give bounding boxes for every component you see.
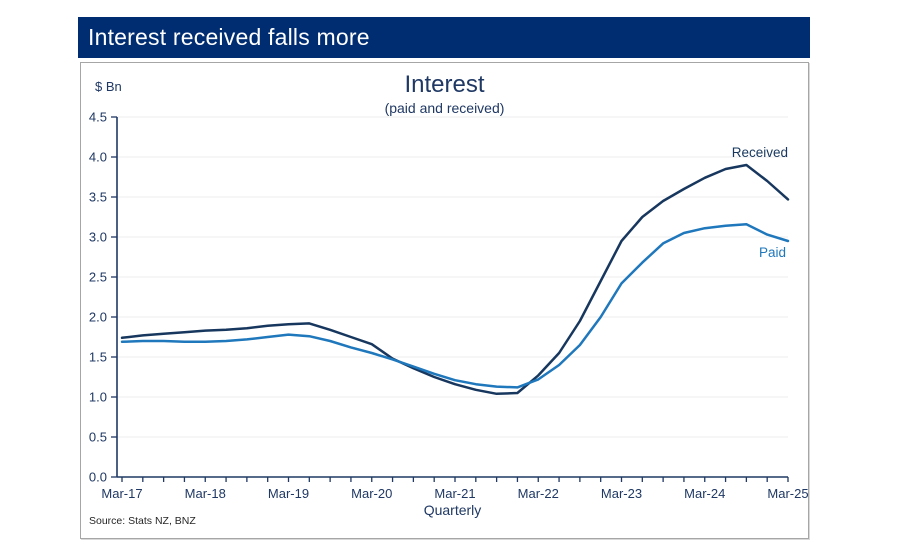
chart-card: 0.0 0.5 1.0 1.5 2.0 2.5 3.0 3.5 4.0 4.5 Mar-17 Mar-… [80, 62, 809, 539]
y-tick-label: 2.0 [89, 310, 107, 325]
interest-chart: 0.0 0.5 1.0 1.5 2.0 2.5 3.0 3.5 4.0 4.5 Mar-17 Mar-… [89, 110, 809, 502]
x-axis-title: Quarterly [423, 502, 482, 518]
x-tick-label: Mar-25 [767, 486, 808, 501]
y-tick-label: 1.0 [89, 390, 107, 405]
header-bar: Interest received falls more [78, 17, 810, 58]
paid-line [120, 222, 790, 389]
chart-subtitle: (paid and received) [384, 100, 505, 116]
y-axis-unit-label: $ Bn [95, 79, 122, 94]
y-tick-label: 3.5 [89, 190, 107, 205]
y-tick-label: 0.5 [89, 430, 107, 445]
chart-title: Interest [404, 71, 485, 98]
y-tick-label: 0.0 [89, 470, 107, 485]
x-tick-label: Mar-19 [268, 486, 309, 501]
paid-series-label: Paid [759, 245, 786, 260]
received-line [120, 163, 790, 396]
x-tick-label: Mar-18 [185, 486, 226, 501]
source-note: Source: Stats NZ, BNZ [89, 515, 196, 527]
x-tick-label: Mar-20 [351, 486, 392, 501]
received-series-label: Received [732, 145, 788, 160]
y-tick-label: 1.5 [89, 350, 107, 365]
x-tick-label: Mar-21 [434, 486, 475, 501]
y-tick-label: 2.5 [89, 270, 107, 285]
x-tick-label: Mar-23 [601, 486, 642, 501]
header-title: Interest received falls more [88, 24, 370, 50]
x-tick-label: Mar-17 [101, 486, 142, 501]
x-tick-label: Mar-24 [684, 486, 725, 501]
y-tick-label: 4.0 [89, 150, 107, 165]
x-tick-label: Mar-22 [518, 486, 559, 501]
y-tick-label: 3.0 [89, 230, 107, 245]
y-tick-label: 4.5 [89, 110, 107, 125]
